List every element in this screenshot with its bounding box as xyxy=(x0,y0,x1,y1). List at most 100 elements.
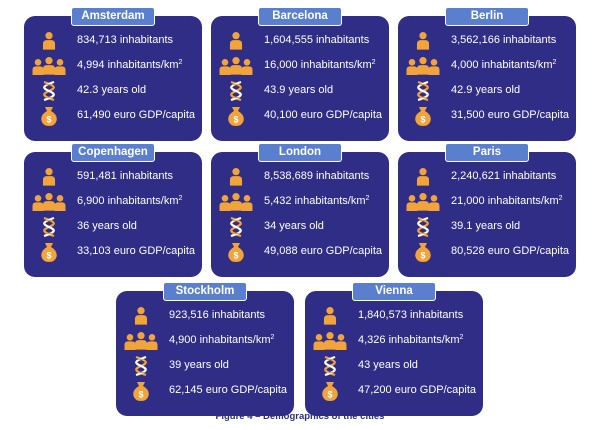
dna-icon xyxy=(403,80,443,102)
density-superscript: 2 xyxy=(365,195,370,202)
stat-age: 39.1 years old xyxy=(398,216,576,241)
density-value: 4,326 inhabitants/km xyxy=(358,334,460,346)
stat-age: 34 years old xyxy=(211,216,389,241)
gdp-value: 31,500 euro GDP/capita xyxy=(451,109,570,121)
stat-density: 5,432 inhabitants/km2 xyxy=(211,191,389,216)
city-title: London xyxy=(258,143,342,162)
city-card-paris: Paris 2,240,621 inhabitants 21,000 inhab… xyxy=(398,143,576,277)
stat-age: 42.9 years old xyxy=(398,80,576,105)
money-bag-icon: $ xyxy=(403,105,443,127)
svg-text:$: $ xyxy=(46,251,51,261)
inhabitants-value: 591,481 inhabitants xyxy=(77,170,174,182)
stat-gdp: $ 80,528 euro GDP/capita xyxy=(398,241,576,266)
stat-inhabitants: 2,240,621 inhabitants xyxy=(398,166,576,191)
svg-text:$: $ xyxy=(420,115,425,125)
age-value: 42.3 years old xyxy=(77,84,147,96)
stat-density: 4,900 inhabitants/km2 xyxy=(116,330,294,355)
city-title: Vienna xyxy=(352,282,436,301)
stat-inhabitants: 1,840,573 inhabitants xyxy=(305,305,483,330)
person-icon xyxy=(121,305,161,327)
stat-gdp: $ 40,100 euro GDP/capita xyxy=(211,105,389,130)
city-title: Berlin xyxy=(445,7,529,26)
money-bag-icon: $ xyxy=(216,241,256,263)
inhabitants-value: 3,562,166 inhabitants xyxy=(451,34,557,46)
money-bag-icon: $ xyxy=(403,241,443,263)
money-bag-icon: $ xyxy=(121,380,161,402)
gdp-value: 33,103 euro GDP/capita xyxy=(77,245,196,257)
stat-density: 16,000 inhabitants/km2 xyxy=(211,55,389,80)
people-group-icon xyxy=(403,55,443,77)
people-group-icon xyxy=(403,191,443,213)
gdp-value: 49,088 euro GDP/capita xyxy=(264,245,383,257)
svg-text:$: $ xyxy=(46,115,51,125)
people-group-icon xyxy=(29,55,69,77)
density-superscript: 2 xyxy=(459,334,464,341)
dna-icon xyxy=(310,355,350,377)
money-bag-icon: $ xyxy=(29,105,69,127)
city-title: Stockholm xyxy=(163,282,247,301)
svg-text:$: $ xyxy=(420,251,425,261)
stat-gdp: $ 31,500 euro GDP/capita xyxy=(398,105,576,130)
stat-age: 36 years old xyxy=(24,216,202,241)
inhabitants-value: 2,240,621 inhabitants xyxy=(451,170,557,182)
stat-density: 21,000 inhabitants/km2 xyxy=(398,191,576,216)
stat-gdp: $ 33,103 euro GDP/capita xyxy=(24,241,202,266)
age-value: 43.9 years old xyxy=(264,84,334,96)
density-superscript: 2 xyxy=(270,334,275,341)
city-title: Paris xyxy=(445,143,529,162)
inhabitants-value: 1,840,573 inhabitants xyxy=(358,309,464,321)
dna-icon xyxy=(29,216,69,238)
density-superscript: 2 xyxy=(552,59,557,66)
density-value: 4,900 inhabitants/km xyxy=(169,334,271,346)
dna-icon xyxy=(403,216,443,238)
stat-inhabitants: 834,713 inhabitants xyxy=(24,30,202,55)
people-group-icon xyxy=(121,330,161,352)
svg-text:$: $ xyxy=(327,390,332,400)
density-value: 16,000 inhabitants/km xyxy=(264,59,372,71)
inhabitants-value: 923,516 inhabitants xyxy=(169,309,266,321)
stat-density: 4,000 inhabitants/km2 xyxy=(398,55,576,80)
city-title: Amsterdam xyxy=(71,7,155,26)
dna-icon xyxy=(216,80,256,102)
person-icon xyxy=(216,166,256,188)
person-icon xyxy=(29,166,69,188)
stat-age: 43 years old xyxy=(305,355,483,380)
stat-age: 39 years old xyxy=(116,355,294,380)
city-card-stockholm: Stockholm 923,516 inhabitants 4,900 inha… xyxy=(116,282,294,416)
stat-inhabitants: 3,562,166 inhabitants xyxy=(398,30,576,55)
city-card-london: London 8,538,689 inhabitants 5,432 inhab… xyxy=(211,143,389,277)
density-superscript: 2 xyxy=(178,195,183,202)
person-icon xyxy=(29,30,69,52)
gdp-value: 80,528 euro GDP/capita xyxy=(451,245,570,257)
city-card-berlin: Berlin 3,562,166 inhabitants 4,000 inhab… xyxy=(398,7,576,141)
stat-density: 4,326 inhabitants/km2 xyxy=(305,330,483,355)
inhabitants-value: 8,538,689 inhabitants xyxy=(264,170,370,182)
stat-age: 43.9 years old xyxy=(211,80,389,105)
stat-age: 42.3 years old xyxy=(24,80,202,105)
stat-density: 6,900 inhabitants/km2 xyxy=(24,191,202,216)
city-card-vienna: Vienna 1,840,573 inhabitants 4,326 inhab… xyxy=(305,282,483,416)
stat-gdp: $ 62,145 euro GDP/capita xyxy=(116,380,294,405)
figure-caption: Figure 4 – Demographics of the cities xyxy=(215,411,385,422)
svg-text:$: $ xyxy=(233,251,238,261)
density-superscript: 2 xyxy=(558,195,563,202)
inhabitants-value: 1,604,555 inhabitants xyxy=(264,34,370,46)
money-bag-icon: $ xyxy=(310,380,350,402)
stat-inhabitants: 923,516 inhabitants xyxy=(116,305,294,330)
city-card-copenhagen: Copenhagen 591,481 inhabitants 6,900 inh… xyxy=(24,143,202,277)
age-value: 36 years old xyxy=(77,220,137,232)
stat-gdp: $ 47,200 euro GDP/capita xyxy=(305,380,483,405)
stat-inhabitants: 8,538,689 inhabitants xyxy=(211,166,389,191)
city-title: Barcelona xyxy=(258,7,342,26)
age-value: 42.9 years old xyxy=(451,84,521,96)
person-icon xyxy=(310,305,350,327)
people-group-icon xyxy=(216,55,256,77)
dna-icon xyxy=(121,355,161,377)
people-group-icon xyxy=(310,330,350,352)
age-value: 39.1 years old xyxy=(451,220,521,232)
stat-gdp: $ 49,088 euro GDP/capita xyxy=(211,241,389,266)
density-value: 6,900 inhabitants/km xyxy=(77,195,179,207)
age-value: 39 years old xyxy=(169,359,229,371)
stat-inhabitants: 1,604,555 inhabitants xyxy=(211,30,389,55)
person-icon xyxy=(403,30,443,52)
